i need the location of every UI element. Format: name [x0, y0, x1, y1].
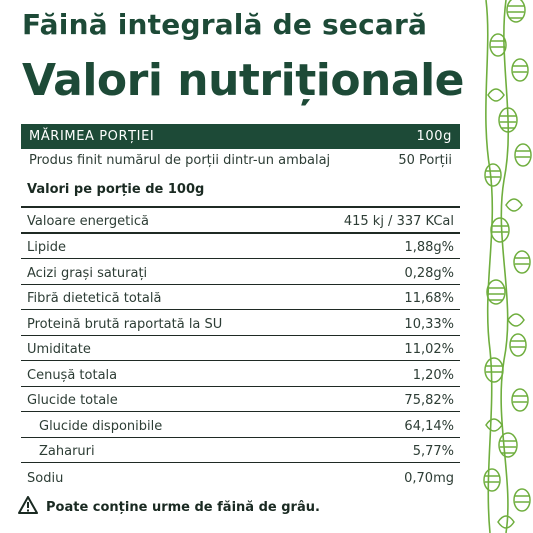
- nutrient-value: 415 kj / 337 KCal: [343, 213, 454, 229]
- nutrient-row-protein: Proteină brută raportată la SU 10,33%: [21, 310, 460, 336]
- nutrient-label: Proteină brută raportată la SU: [27, 316, 223, 332]
- nutrient-label: Fibră dietetică totală: [27, 291, 162, 306]
- nutrient-value: 75,82%: [404, 393, 454, 408]
- servings-row: Produs finit numărul de porții dintr-un …: [21, 149, 460, 175]
- serving-size-label: MĂRIMEA PORȚIEI: [29, 129, 155, 144]
- serving-size-value: 100g: [416, 129, 452, 144]
- nutrient-value: 5,77%: [412, 444, 454, 459]
- nutrient-row-saturated-fat: Acizi grași saturați 0,28g%: [21, 259, 460, 285]
- nutrition-table: MĂRIMEA PORȚIEI 100g Produs finit număru…: [21, 124, 460, 489]
- product-title: Făină integrală de secară: [22, 8, 428, 41]
- nutrient-row-fiber: Fibră dietetică totală 11,68%: [21, 285, 460, 310]
- nutrient-row-available-carbs: Glucide disponibile 64,14%: [21, 412, 460, 438]
- nutrient-row-fat: Lipide 1,88g%: [21, 234, 460, 259]
- nutrient-label: Zaharuri: [39, 444, 95, 459]
- nutrient-row-sugars: Zaharuri 5,77%: [21, 438, 460, 463]
- nutrient-row-energy: Valoare energetică 415 kj / 337 KCal: [21, 208, 460, 234]
- nutrient-label: Umiditate: [27, 342, 91, 357]
- nutrient-value: 11,02%: [404, 342, 454, 357]
- warning-triangle-icon: [18, 496, 38, 518]
- nutrient-row-sodium: Sodiu 0,70mg: [21, 463, 460, 489]
- allergen-warning: Poate conține urme de făină de grâu.: [18, 496, 320, 518]
- servings-label: Produs finit numărul de porții dintr-un …: [29, 153, 331, 168]
- hop-leaves-decoration: [483, 0, 532, 533]
- nutrient-value: 0,28g%: [404, 265, 454, 281]
- nutrient-row-total-carbs: Glucide totale 75,82%: [21, 387, 460, 412]
- nutrient-value: 64,14%: [404, 418, 454, 434]
- nutrient-value: 1,88g%: [404, 240, 454, 255]
- nutrient-value: 0,70mg: [404, 470, 454, 486]
- nutrient-value: 11,68%: [404, 291, 454, 306]
- nutrient-value: 10,33%: [404, 316, 454, 332]
- nutrient-label: Acizi grași saturați: [27, 265, 148, 281]
- nutrient-row-ash: Cenușă totala 1,20%: [21, 361, 460, 387]
- page-title: Valori nutriționale: [22, 55, 465, 106]
- nutrient-label: Glucide totale: [27, 393, 118, 408]
- nutrient-label: Glucide disponibile: [39, 418, 163, 434]
- servings-value: 50 Porții: [398, 153, 452, 168]
- nutrient-label: Sodiu: [27, 470, 64, 486]
- serving-size-header: MĂRIMEA PORȚIEI 100g: [21, 124, 460, 149]
- nutrient-value: 1,20%: [412, 367, 454, 383]
- nutrient-label: Cenușă totala: [27, 367, 118, 383]
- nutrient-label: Valoare energetică: [27, 213, 149, 229]
- warning-text: Poate conține urme de făină de grâu.: [46, 499, 320, 515]
- per-serving-heading: Valori pe porție de 100g: [21, 175, 460, 208]
- nutrient-label: Lipide: [27, 240, 66, 255]
- nutrient-row-moisture: Umiditate 11,02%: [21, 336, 460, 361]
